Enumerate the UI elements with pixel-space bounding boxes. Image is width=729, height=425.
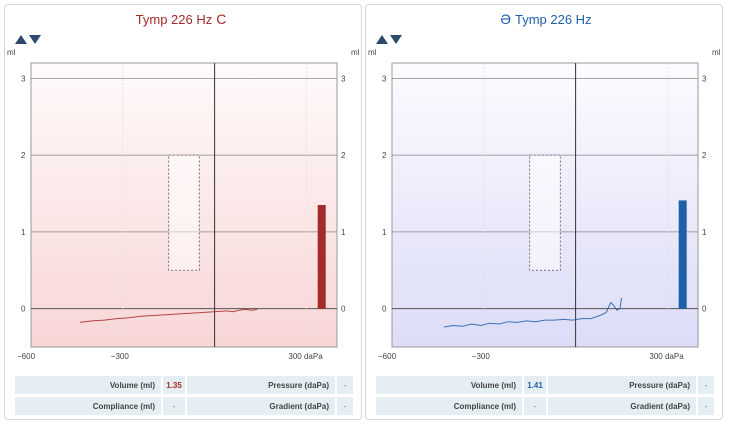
y-tick-label-left: 3 — [382, 74, 387, 83]
scale-up-icon[interactable] — [376, 35, 388, 44]
y-unit-label-left: ml — [368, 48, 377, 57]
volume-bar — [317, 205, 326, 309]
y-tick-label-right: 3 — [702, 74, 707, 83]
volume-value: 1.35 — [163, 376, 185, 394]
volume-bar — [678, 200, 687, 309]
volume-value: 1.41 — [524, 376, 546, 394]
results-table: Volume (ml) 1.41 Pressure (daPa) - Compl… — [376, 376, 714, 418]
results-row-2: Compliance (ml) - Gradient (daPa) - — [15, 397, 353, 415]
tymp-panel-left-ear: Ə Tymp 226 Hz ml ml 0 0 1 1 2 2 3 3 −600 −300 300 daP… — [365, 4, 723, 420]
y-unit-label-right: ml — [712, 48, 721, 57]
y-tick-label-right: 2 — [702, 151, 707, 160]
pressure-value: - — [337, 376, 353, 394]
compliance-value: - — [163, 397, 185, 415]
tymp-chart-left: ml ml 0 0 1 1 2 2 3 3 −600 −300 300 daPa — [366, 47, 724, 367]
left-ear-icon: Ə — [500, 11, 511, 27]
scale-arrows — [15, 35, 41, 44]
volume-label: Volume (ml) — [15, 376, 161, 394]
y-tick-label-right: 0 — [341, 305, 346, 314]
results-row-1: Volume (ml) 1.41 Pressure (daPa) - — [376, 376, 714, 394]
tymp-chart-svg: ml ml 0 0 1 1 2 2 3 3 −600 −300 300 daPa — [368, 48, 721, 361]
y-tick-label-left: 2 — [21, 151, 26, 160]
panel-title: Tymp 226 Hz C — [5, 11, 361, 27]
tymp-chart-right: ml ml 0 0 1 1 2 2 3 3 −600 −300 300 daPa — [5, 47, 363, 367]
gradient-value: - — [698, 397, 714, 415]
y-tick-label-left: 1 — [382, 228, 387, 237]
scale-arrows — [376, 35, 402, 44]
y-tick-label-left: 0 — [382, 305, 387, 314]
compliance-value: - — [524, 397, 546, 415]
y-unit-label-right: ml — [351, 48, 360, 57]
gradient-value: - — [337, 397, 353, 415]
results-row-1: Volume (ml) 1.35 Pressure (daPa) - — [15, 376, 353, 394]
panel-title: Ə Tymp 226 Hz — [366, 11, 722, 27]
normal-range-box — [168, 154, 200, 271]
tympanogram-curve — [79, 308, 258, 323]
scale-up-icon[interactable] — [15, 35, 27, 44]
compliance-label: Compliance (ml) — [376, 397, 522, 415]
x-tick-label-300: −300 — [111, 352, 130, 361]
y-tick-label-right: 1 — [702, 228, 707, 237]
x-tick-label-plus300: 300 daPa — [649, 352, 684, 361]
pressure-label: Pressure (daPa) — [548, 376, 696, 394]
volume-label: Volume (ml) — [376, 376, 522, 394]
results-table: Volume (ml) 1.35 Pressure (daPa) - Compl… — [15, 376, 353, 418]
normal-range-box — [529, 154, 561, 271]
title-text: Tymp 226 Hz — [514, 12, 592, 27]
results-row-2: Compliance (ml) - Gradient (daPa) - — [376, 397, 714, 415]
scale-down-icon[interactable] — [390, 35, 402, 44]
pressure-label: Pressure (daPa) — [187, 376, 335, 394]
pressure-value: - — [698, 376, 714, 394]
tympanogram-curve — [443, 297, 622, 328]
y-unit-label-left: ml — [7, 48, 16, 57]
scale-down-icon[interactable] — [29, 35, 41, 44]
y-tick-label-left: 3 — [21, 74, 26, 83]
y-tick-label-left: 2 — [382, 151, 387, 160]
gradient-label: Gradient (daPa) — [187, 397, 335, 415]
right-ear-icon: C — [216, 11, 227, 27]
y-tick-label-right: 3 — [341, 74, 346, 83]
y-tick-label-left: 0 — [21, 305, 26, 314]
compliance-label: Compliance (ml) — [15, 397, 161, 415]
y-tick-label-right: 0 — [702, 305, 707, 314]
x-tick-label-600: −600 — [17, 352, 36, 361]
gradient-label: Gradient (daPa) — [548, 397, 696, 415]
x-tick-label-600: −600 — [378, 352, 397, 361]
x-tick-label-300: −300 — [472, 352, 491, 361]
y-tick-label-right: 2 — [341, 151, 346, 160]
title-text: Tymp 226 Hz — [135, 12, 213, 27]
y-tick-label-right: 1 — [341, 228, 346, 237]
y-tick-label-left: 1 — [21, 228, 26, 237]
x-tick-label-plus300: 300 daPa — [288, 352, 323, 361]
tymp-chart-svg: ml ml 0 0 1 1 2 2 3 3 −600 −300 300 daPa — [7, 48, 360, 361]
tymp-panel-right-ear: Tymp 226 Hz C ml ml 0 0 1 1 2 2 3 3 −600 −300 300 daP… — [4, 4, 362, 420]
